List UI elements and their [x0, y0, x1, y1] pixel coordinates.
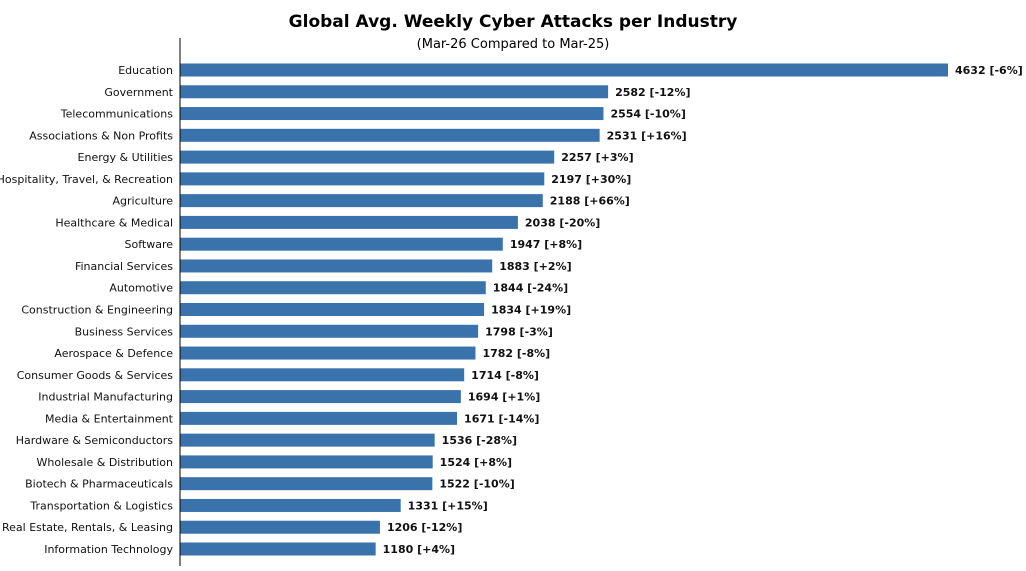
bar — [180, 107, 604, 121]
bar — [180, 411, 458, 425]
value-label: 1671 [-14%] — [464, 412, 539, 425]
category-label: Information Technology — [44, 543, 173, 556]
bar — [180, 542, 376, 556]
value-label: 1782 [-8%] — [482, 347, 550, 360]
bar — [180, 215, 518, 229]
bar — [180, 150, 555, 164]
category-label: Government — [104, 86, 173, 99]
category-labels-group: Education Government Telecommunications Ass… — [0, 64, 174, 556]
value-label: 1947 [+8%] — [510, 238, 582, 251]
category-label: Consumer Goods & Services — [17, 369, 174, 382]
bar — [180, 390, 461, 404]
value-label: 1714 [-8%] — [471, 369, 539, 382]
bar — [180, 324, 479, 338]
bar — [180, 281, 486, 295]
category-label: Healthcare & Medical — [55, 216, 173, 229]
bars-group — [180, 63, 948, 556]
bar — [180, 259, 493, 273]
category-label: Telecommunications — [60, 108, 174, 121]
value-label: 1834 [+19%] — [491, 304, 571, 317]
category-label: Transportation & Logistics — [29, 499, 173, 512]
category-label: Aerospace & Defence — [54, 347, 173, 360]
bar — [180, 346, 476, 360]
value-label: 2257 [+3%] — [561, 151, 633, 164]
category-label: Hardware & Semiconductors — [16, 434, 174, 447]
bar — [180, 128, 600, 142]
category-label: Automotive — [109, 282, 173, 295]
bar — [180, 433, 435, 447]
value-label: 2197 [+30%] — [551, 173, 631, 186]
bar — [180, 172, 545, 186]
value-label: 2554 [-10%] — [610, 108, 685, 121]
chart-subtitle: (Mar-26 Compared to Mar-25) — [416, 37, 610, 52]
category-label: Software — [125, 238, 174, 251]
value-label: 4632 [-6%] — [955, 64, 1023, 77]
category-label: Agriculture — [113, 195, 174, 208]
bar — [180, 477, 433, 491]
category-label: Media & Entertainment — [45, 412, 174, 425]
category-label: Industrial Manufacturing — [38, 391, 173, 404]
category-label: Construction & Engineering — [21, 304, 173, 317]
value-label: 1331 [+15%] — [408, 499, 488, 512]
value-label: 1206 [-12%] — [387, 521, 462, 534]
value-label: 1536 [-28%] — [442, 434, 517, 447]
bar — [180, 85, 609, 99]
value-label: 1522 [-10%] — [439, 478, 514, 491]
category-label: Education — [118, 64, 173, 77]
value-label: 2531 [+16%] — [607, 129, 687, 142]
bar — [180, 303, 485, 316]
category-label: Energy & Utilities — [78, 151, 174, 164]
value-label: 1694 [+1%] — [468, 391, 540, 404]
value-label: 1524 [+8%] — [440, 456, 512, 469]
value-label: 1883 [+2%] — [499, 260, 571, 273]
chart-title: Global Avg. Weekly Cyber Attacks per Ind… — [288, 12, 738, 32]
value-label: 1844 [-24%] — [493, 282, 568, 295]
category-label: Biotech & Pharmaceuticals — [25, 478, 173, 491]
value-label: 2188 [+66%] — [550, 195, 630, 208]
bar — [180, 455, 433, 469]
category-label: Associations & Non Profits — [29, 129, 173, 142]
category-label: Real Estate, Rentals, & Leasing — [2, 521, 173, 534]
category-label: Financial Services — [75, 260, 173, 273]
bar — [180, 520, 380, 534]
value-label: 1798 [-3%] — [485, 325, 553, 338]
bar — [180, 63, 948, 77]
category-label: Business Services — [75, 325, 174, 338]
bar — [180, 368, 465, 382]
value-label: 2038 [-20%] — [525, 216, 600, 229]
category-label: Hospitality, Travel, & Recreation — [0, 173, 173, 186]
value-label: 1180 [+4%] — [383, 543, 455, 556]
bar — [180, 194, 543, 208]
value-label: 2582 [-12%] — [615, 86, 690, 99]
bar — [180, 237, 503, 251]
value-labels-group: 4632 [-6%] 2582 [-12%] 2554 [-10%] 2531 [+1… — [383, 64, 1023, 556]
category-label: Wholesale & Distribution — [37, 456, 173, 469]
bar — [180, 498, 401, 512]
